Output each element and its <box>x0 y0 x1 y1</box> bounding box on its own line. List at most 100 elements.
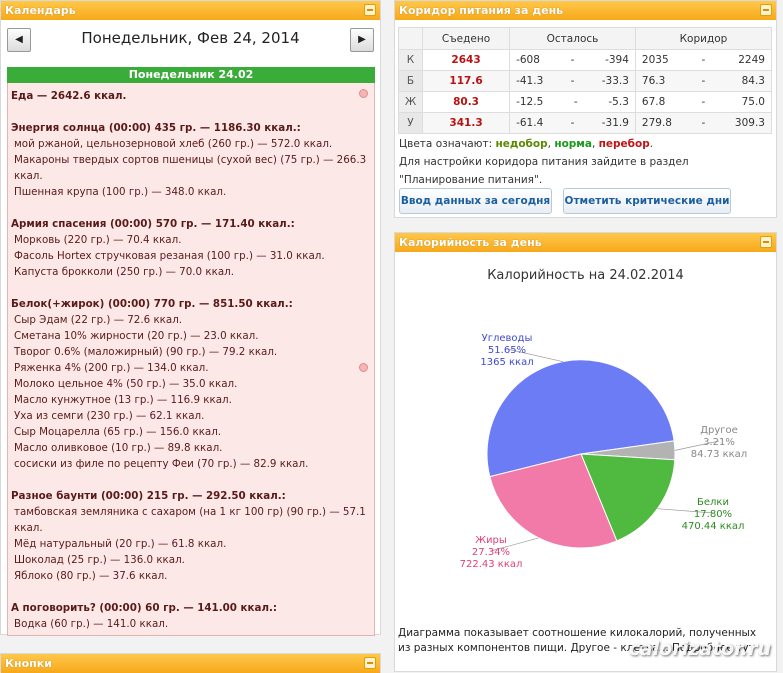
left-from: -61.4 <box>516 117 544 129</box>
corridor-row: К 2643 -608 - -394 2035 - 2249 <box>398 49 773 71</box>
buttons-panel-header: Кнопки <box>1 654 380 673</box>
left-from: -41.3 <box>516 75 544 87</box>
range-dash: - <box>570 117 575 129</box>
corridor-panel-title: Коридор питания за день <box>399 4 564 17</box>
food-item[interactable]: Фасоль Hortex стручковая резаная (100 гр… <box>14 250 325 262</box>
slice-leader-line <box>506 348 564 363</box>
column-header-left: Осталось <box>509 27 636 50</box>
food-item[interactable]: Сметана 10% жирности (20 гр.) — 23.0 кка… <box>14 330 259 342</box>
column-header <box>398 27 423 50</box>
food-item[interactable]: Водка (60 гр.) — 141.0 ккал. <box>14 618 169 630</box>
column-header-eaten: Съедено <box>421 27 511 50</box>
nutrition-corridor-panel: Коридор питания за день Съедено Осталось… <box>394 0 777 218</box>
food-item[interactable]: Макароны твердых сортов пшеницы (сухой в… <box>14 154 367 182</box>
food-item[interactable]: Сыр Моцарелла (65 гр.) — 156.0 ккал. <box>14 426 222 438</box>
food-item[interactable]: мой ржаной, цельнозерновой хлеб (260 гр.… <box>14 138 333 150</box>
corridor-table: Съедено Осталось Коридор К 2643 -608 - -394 2… <box>398 27 773 134</box>
day-header[interactable]: Понедельник 24.02 <box>7 67 375 83</box>
range-dash: - <box>701 96 706 108</box>
left-to: -5.3 <box>608 96 629 108</box>
corridor-to: 309.3 <box>734 117 765 129</box>
meal-title[interactable]: Белок(+жирок) (00:00) 770 гр. — 851.50 к… <box>11 298 293 310</box>
color-legend: Цвета означают: недобор, норма, перебор. <box>399 138 654 150</box>
eaten-value: 117.6 <box>421 70 511 92</box>
food-item[interactable]: Уха из семги (230 гр.) — 62.1 ккал. <box>14 410 205 422</box>
nutrient-label: К <box>398 49 423 71</box>
slice-label: Белки 17.80% 470.44 ккал <box>682 497 745 532</box>
corridor-from: 67.8 <box>641 96 666 108</box>
prev-day-button[interactable]: ◀ <box>7 28 31 52</box>
enter-today-button[interactable]: Ввод данных за сегодня <box>399 188 552 214</box>
minimize-icon[interactable] <box>760 4 772 16</box>
eaten-value: 341.3 <box>421 112 511 134</box>
date-title: Понедельник, Фев 24, 2014 <box>81 29 300 47</box>
nutrient-label: Б <box>398 70 423 92</box>
slice-label: Жиры 27.34% 722.43 ккал <box>460 535 523 570</box>
food-item[interactable]: тамбовская земляника с сахаром (на 1 кг … <box>14 506 366 534</box>
range-dash: - <box>701 54 706 66</box>
minimize-icon[interactable] <box>364 4 376 16</box>
corridor-info-line: Для настройки коридора питания зайдите в… <box>399 156 689 168</box>
nutrient-label: Ж <box>398 91 423 113</box>
minimize-icon[interactable] <box>364 657 376 669</box>
legend-prefix: Цвета означают: <box>399 138 493 150</box>
next-day-button[interactable]: ▶ <box>350 28 374 52</box>
food-item[interactable]: Сыр Эдам (22 гр.) — 72.6 ккал. <box>14 314 183 326</box>
slice-leader-line <box>674 440 720 451</box>
corridor-table-header: Съедено Осталось Коридор <box>398 27 773 50</box>
corridor-panel-header: Коридор питания за день <box>395 1 776 20</box>
food-item[interactable]: сосиски из филе по рецепту Феи (70 гр.) … <box>14 458 309 470</box>
food-item[interactable]: Морковь (220 гр.) — 70.4 ккал. <box>14 234 182 246</box>
watermark: calorizator.ru <box>628 638 771 660</box>
food-item[interactable]: Яблоко (80 гр.) — 37.6 ккал. <box>14 570 168 582</box>
apple-icon[interactable] <box>359 89 368 98</box>
pie-slice[interactable] <box>489 453 618 549</box>
meal-title[interactable]: Энергия солнца (00:00) 435 гр. — 1186.30… <box>11 122 301 134</box>
legend-over: перебор <box>598 138 650 150</box>
planning-link[interactable]: "Планирование питания". <box>399 174 543 186</box>
slice-leader-line <box>657 508 714 514</box>
food-item[interactable]: Мёд натуральный (20 гр.) — 61.8 ккал. <box>14 538 227 550</box>
slice-leader-line <box>490 537 539 552</box>
left-range: -12.5 - -5.3 <box>509 91 636 113</box>
corridor-range: 67.8 - 75.0 <box>634 91 773 113</box>
date-navigation: ◀ Понедельник, Фев 24, 2014 ▶ <box>7 28 374 54</box>
minimize-icon[interactable] <box>760 236 772 248</box>
corridor-range: 279.8 - 309.3 <box>634 112 773 134</box>
corridor-from: 76.3 <box>641 75 666 87</box>
slice-label: Углеводы 51.65% 1365 ккал <box>480 333 533 368</box>
corridor-from: 279.8 <box>641 117 672 129</box>
corridor-to: 2249 <box>738 54 765 66</box>
corridor-to: 75.0 <box>741 96 765 108</box>
food-item[interactable]: Пшенная крупа (100 гр.) — 348.0 ккал. <box>14 186 227 198</box>
nutrient-label: У <box>398 112 423 134</box>
food-item[interactable]: Творог 0.6% (маложирный) (90 гр.) — 79.2… <box>14 346 278 358</box>
corridor-row: У 341.3 -61.4 - -31.9 279.8 - 309.3 <box>398 112 773 134</box>
food-item[interactable]: Шоколад (25 гр.) — 136.0 ккал. <box>14 554 185 566</box>
food-item[interactable]: Масло кунжутное (13 гр.) — 116.9 ккал. <box>14 394 232 406</box>
meal-title[interactable]: А поговорить? (00:00) 60 гр. — 141.00 кк… <box>11 602 278 614</box>
range-dash: - <box>701 75 706 87</box>
calendar-panel-title: Календарь <box>5 4 76 17</box>
calories-panel-title: Калорийность за день <box>399 236 542 249</box>
legend-low: недобор <box>495 138 548 150</box>
food-item[interactable]: Масло оливковое (10 гр.) — 89.8 ккал. <box>14 442 223 454</box>
food-item[interactable]: Капуста брокколи (250 гр.) — 70.0 ккал. <box>14 266 234 278</box>
meal-title[interactable]: Разное баунти (00:00) 215 гр. — 292.50 к… <box>11 490 286 502</box>
left-from: -608 <box>516 54 540 66</box>
mark-critical-days-button[interactable]: Отметить критические дни <box>563 188 731 214</box>
calendar-panel-header: Календарь <box>1 1 380 20</box>
apple-icon[interactable] <box>359 363 368 372</box>
meal-title[interactable]: Армия спасения (00:00) 570 гр. — 171.40 … <box>11 218 295 230</box>
eaten-value: 80.3 <box>421 91 511 113</box>
corridor-from: 2035 <box>641 54 669 66</box>
food-item[interactable]: Ряженка 4% (200 гр.) — 134.0 ккал. <box>14 362 209 374</box>
buttons-panel: Кнопки <box>0 653 381 673</box>
calorie-pie-chart: Углеводы 51.65% 1365 ккал Другое 3.21% 84.73 … <box>460 333 748 570</box>
calories-panel: Калорийность за день Калорийность на 24.… <box>394 232 777 672</box>
calories-panel-header: Калорийность за день <box>395 233 776 252</box>
legend-norm: норма <box>554 138 592 150</box>
left-from: -12.5 <box>516 96 544 108</box>
chart-description: Диаграмма показывает соотношение килокал… <box>398 627 757 654</box>
food-item[interactable]: Молоко цельное 4% (50 гр.) — 35.0 ккал. <box>14 378 238 390</box>
